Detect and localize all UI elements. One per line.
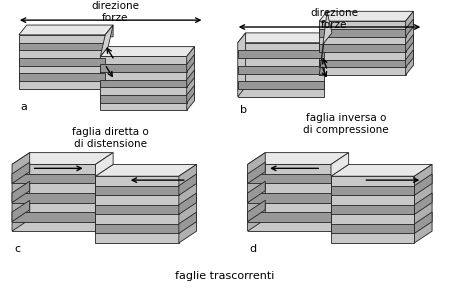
Polygon shape bbox=[12, 153, 113, 164]
Polygon shape bbox=[179, 193, 197, 214]
Polygon shape bbox=[238, 43, 324, 97]
Polygon shape bbox=[95, 164, 197, 176]
Polygon shape bbox=[12, 193, 95, 203]
Polygon shape bbox=[319, 60, 405, 67]
Polygon shape bbox=[414, 193, 432, 214]
Polygon shape bbox=[12, 212, 95, 222]
Polygon shape bbox=[405, 11, 414, 75]
Polygon shape bbox=[331, 153, 349, 176]
Polygon shape bbox=[100, 56, 187, 110]
Polygon shape bbox=[238, 66, 324, 74]
Polygon shape bbox=[248, 153, 265, 231]
Polygon shape bbox=[405, 19, 414, 36]
Polygon shape bbox=[95, 186, 179, 195]
Text: d: d bbox=[250, 244, 256, 254]
Polygon shape bbox=[331, 164, 432, 176]
Polygon shape bbox=[238, 81, 324, 89]
Polygon shape bbox=[319, 29, 405, 36]
Text: a: a bbox=[21, 102, 28, 112]
Polygon shape bbox=[12, 181, 30, 203]
Polygon shape bbox=[187, 70, 194, 87]
Polygon shape bbox=[414, 174, 432, 195]
Polygon shape bbox=[248, 193, 331, 203]
Polygon shape bbox=[238, 33, 246, 97]
Polygon shape bbox=[12, 164, 95, 231]
Polygon shape bbox=[95, 176, 179, 243]
Text: c: c bbox=[14, 244, 20, 254]
Polygon shape bbox=[179, 212, 197, 233]
Polygon shape bbox=[179, 174, 197, 195]
Polygon shape bbox=[95, 205, 179, 214]
Polygon shape bbox=[179, 164, 197, 243]
Polygon shape bbox=[100, 95, 187, 103]
Polygon shape bbox=[19, 35, 105, 89]
Polygon shape bbox=[248, 153, 349, 164]
Polygon shape bbox=[95, 153, 113, 176]
Polygon shape bbox=[248, 164, 331, 231]
Polygon shape bbox=[248, 174, 331, 183]
Polygon shape bbox=[12, 162, 30, 183]
Polygon shape bbox=[248, 181, 265, 203]
Text: direzione
forze: direzione forze bbox=[310, 8, 358, 30]
Polygon shape bbox=[248, 212, 331, 222]
Polygon shape bbox=[331, 186, 414, 195]
Polygon shape bbox=[19, 25, 113, 35]
Polygon shape bbox=[238, 33, 332, 43]
Polygon shape bbox=[12, 153, 30, 231]
Polygon shape bbox=[187, 47, 194, 110]
Polygon shape bbox=[187, 54, 194, 72]
Polygon shape bbox=[248, 162, 265, 183]
Polygon shape bbox=[238, 51, 324, 58]
Polygon shape bbox=[12, 200, 30, 222]
Text: direzione
forze: direzione forze bbox=[91, 1, 139, 23]
Polygon shape bbox=[331, 205, 414, 214]
Polygon shape bbox=[100, 25, 113, 56]
Polygon shape bbox=[414, 164, 432, 243]
Polygon shape bbox=[414, 212, 432, 233]
Polygon shape bbox=[319, 21, 405, 75]
Polygon shape bbox=[19, 58, 105, 66]
Text: b: b bbox=[240, 105, 247, 115]
Polygon shape bbox=[331, 224, 414, 233]
Polygon shape bbox=[405, 34, 414, 52]
Polygon shape bbox=[19, 43, 105, 50]
Text: faglia diretta o
di distensione: faglia diretta o di distensione bbox=[72, 127, 148, 149]
Polygon shape bbox=[248, 200, 265, 222]
Polygon shape bbox=[187, 85, 194, 103]
Polygon shape bbox=[100, 47, 194, 56]
Polygon shape bbox=[319, 11, 332, 75]
Polygon shape bbox=[105, 25, 113, 37]
Polygon shape bbox=[100, 64, 187, 72]
Text: faglia inversa o
di compressione: faglia inversa o di compressione bbox=[303, 113, 388, 135]
Polygon shape bbox=[319, 11, 414, 21]
Polygon shape bbox=[405, 50, 414, 67]
Polygon shape bbox=[319, 44, 405, 52]
Polygon shape bbox=[12, 174, 95, 183]
Polygon shape bbox=[95, 224, 179, 233]
Polygon shape bbox=[19, 73, 105, 81]
Polygon shape bbox=[331, 176, 414, 243]
Polygon shape bbox=[100, 80, 187, 87]
Text: faglie trascorrenti: faglie trascorrenti bbox=[176, 271, 274, 281]
